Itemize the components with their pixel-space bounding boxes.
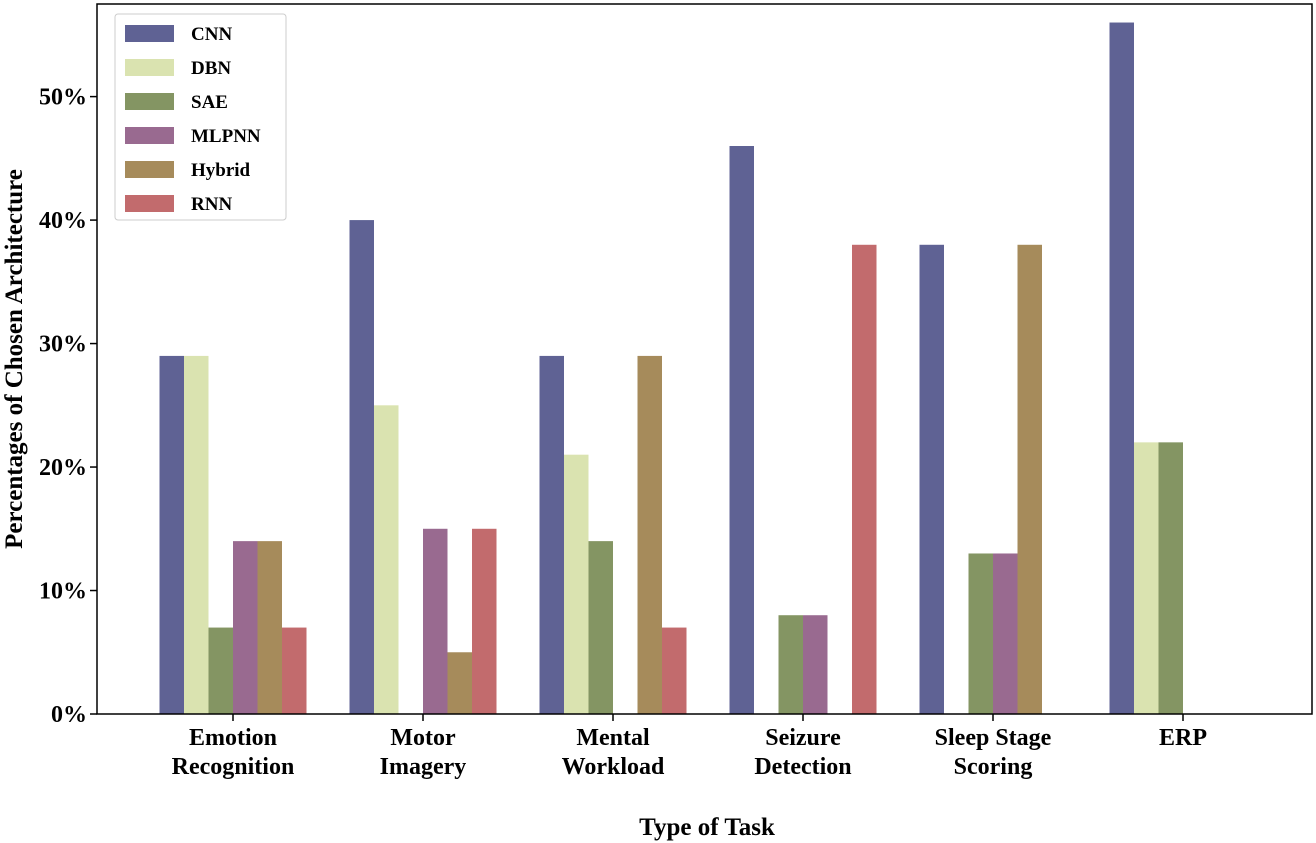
bar-sae-5 [1158, 442, 1183, 714]
x-axis: Emotion Recognition Motor Imagery Mental Work… [172, 714, 1207, 780]
legend: CNN DBN SAE MLPNN Hybrid RNN [114, 13, 287, 221]
x-tick-label: ERP [1159, 725, 1207, 751]
y-tick-label: 40% [39, 208, 87, 234]
bar-mlpnn-1 [423, 528, 448, 714]
bar-dbn-0 [184, 355, 209, 714]
bar-cnn-1 [349, 220, 374, 714]
x-tick-label: Imagery [380, 754, 467, 780]
y-axis-title: Percentages of Chosen Architecture [1, 169, 28, 549]
bar-hybrid-4 [1017, 244, 1042, 715]
bar-rnn-0 [282, 627, 307, 714]
bar-hybrid-2 [637, 355, 662, 714]
bar-cnn-4 [919, 244, 944, 715]
bar-cnn-2 [539, 355, 564, 714]
x-tick-label: Scoring [954, 754, 1033, 780]
x-tick-label: Detection [754, 754, 851, 780]
x-tick-label: Motor [390, 725, 456, 751]
x-tick-label: Recognition [172, 754, 295, 780]
bar-sae-0 [208, 627, 233, 714]
bar-dbn-1 [374, 405, 399, 714]
legend-label-rnn: RNN [191, 194, 232, 215]
bar-hybrid-1 [447, 652, 472, 714]
y-tick-label: 30% [39, 332, 87, 358]
y-tick-label: 10% [39, 579, 87, 605]
legend-items: CNN DBN SAE MLPNN Hybrid RNN [125, 24, 261, 215]
x-tick-label: Mental [576, 725, 650, 751]
legend-swatch-rnn [125, 195, 174, 212]
bar-dbn-5 [1134, 442, 1159, 714]
y-axis: 0% 10% 20% 30% 40% 50% [39, 85, 97, 728]
bar-mlpnn-3 [803, 615, 828, 714]
bar-dbn-2 [564, 454, 589, 714]
legend-label-mlpnn: MLPNN [191, 126, 261, 147]
legend-swatch-hybrid [125, 161, 174, 178]
x-axis-title: Type of Task [639, 814, 775, 841]
bar-rnn-3 [852, 244, 877, 715]
bars-layer [159, 22, 1183, 715]
bar-mlpnn-4 [993, 553, 1018, 714]
y-tick-label: 50% [39, 85, 87, 111]
x-tick-label: Seizure [765, 725, 841, 751]
legend-label-cnn: CNN [191, 24, 232, 45]
bar-sae-3 [778, 615, 803, 714]
legend-swatch-mlpnn [125, 127, 174, 144]
legend-swatch-dbn [125, 59, 174, 76]
legend-swatch-cnn [125, 25, 174, 42]
bar-rnn-1 [472, 528, 497, 714]
bar-rnn-2 [662, 627, 687, 714]
bar-cnn-0 [159, 355, 184, 714]
legend-label-dbn: DBN [191, 58, 231, 79]
plot-frame [96, 3, 1313, 715]
x-tick-label: Emotion [189, 725, 277, 751]
y-tick-label: 20% [39, 455, 87, 481]
legend-label-sae: SAE [191, 92, 228, 113]
bar-sae-2 [588, 541, 613, 714]
bar-sae-4 [968, 553, 993, 714]
x-tick-label: Workload [562, 754, 665, 780]
legend-swatch-sae [125, 93, 174, 110]
bar-mlpnn-0 [233, 541, 258, 714]
y-tick-label: 0% [51, 702, 87, 728]
bar-cnn-3 [729, 146, 754, 714]
x-tick-label: Sleep Stage [935, 725, 1052, 751]
legend-label-hybrid: Hybrid [191, 160, 251, 181]
bar-hybrid-0 [257, 541, 282, 714]
bar-cnn-5 [1109, 22, 1134, 715]
